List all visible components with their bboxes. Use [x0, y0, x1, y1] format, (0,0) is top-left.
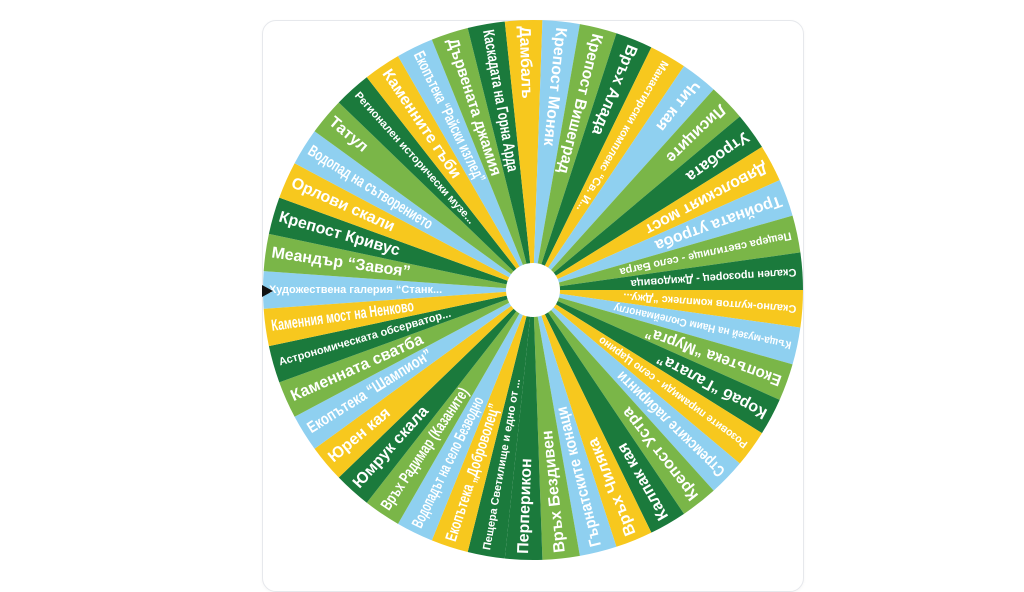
- wheel-hub[interactable]: [506, 263, 560, 317]
- wheel-segment: [467, 21, 533, 290]
- wheel-segment: [294, 131, 533, 290]
- wheel-segment: [504, 20, 543, 291]
- wheel-segment: [533, 290, 652, 547]
- wheel-segment-label: Дамбалъ: [516, 26, 536, 99]
- wheel-segment: [533, 290, 801, 365]
- wheel-segment: [533, 215, 801, 290]
- wheel-segment: [533, 290, 714, 514]
- wheel-segment: [533, 290, 793, 400]
- wheel-segment: [533, 116, 762, 290]
- wheel-segment: [398, 39, 533, 291]
- wheel-segment: [533, 33, 652, 290]
- wheel-segment: [268, 290, 533, 383]
- wheel-pointer-icon: [262, 285, 273, 297]
- wheel-segment: [533, 24, 617, 291]
- wheel-segment: [533, 290, 780, 434]
- wheel-segment: [533, 47, 684, 290]
- wheel-segment: [533, 290, 580, 560]
- wheel-segment: [533, 146, 780, 290]
- wheel-segment: [279, 163, 533, 290]
- wheel-segment: [314, 102, 533, 291]
- wheel-segment: [314, 290, 533, 478]
- wheel-segment-label: Перперикон: [515, 458, 535, 554]
- wheel-segment-label: Художествена галерия “Станк...: [269, 284, 442, 296]
- wheel-segment: [263, 271, 533, 309]
- wheel-segment: [533, 66, 714, 291]
- wheel-segment: [533, 290, 762, 464]
- wheel-segment: [533, 89, 740, 291]
- wheel-segment: [504, 290, 543, 561]
- wheel-segment: [263, 233, 533, 290]
- wheel-segment: [467, 290, 533, 559]
- wheel-segment: [338, 77, 533, 291]
- spin-wheel[interactable]: Художествена галерия “Станк...Меандър “З…: [0, 0, 1024, 576]
- wheel-segment: [533, 290, 617, 556]
- wheel-segment: [279, 290, 533, 417]
- wheel-segment: [366, 56, 533, 290]
- wheel-segment: [338, 290, 533, 503]
- wheel-segment: [533, 290, 803, 328]
- wheel-segment: [533, 290, 684, 533]
- wheel-segment: [533, 20, 580, 290]
- wheel-segment: [431, 290, 533, 552]
- wheel-segment: [533, 180, 793, 290]
- wheel-segment: [533, 252, 804, 290]
- wheel-segment: [431, 28, 533, 291]
- wheel-segment: [366, 290, 533, 524]
- wheel-segment: [263, 290, 533, 347]
- wheel-segment: [533, 290, 740, 491]
- wheel-segment: [398, 290, 533, 541]
- wheel-segment: [294, 290, 533, 449]
- wheel-segment: [268, 197, 533, 290]
